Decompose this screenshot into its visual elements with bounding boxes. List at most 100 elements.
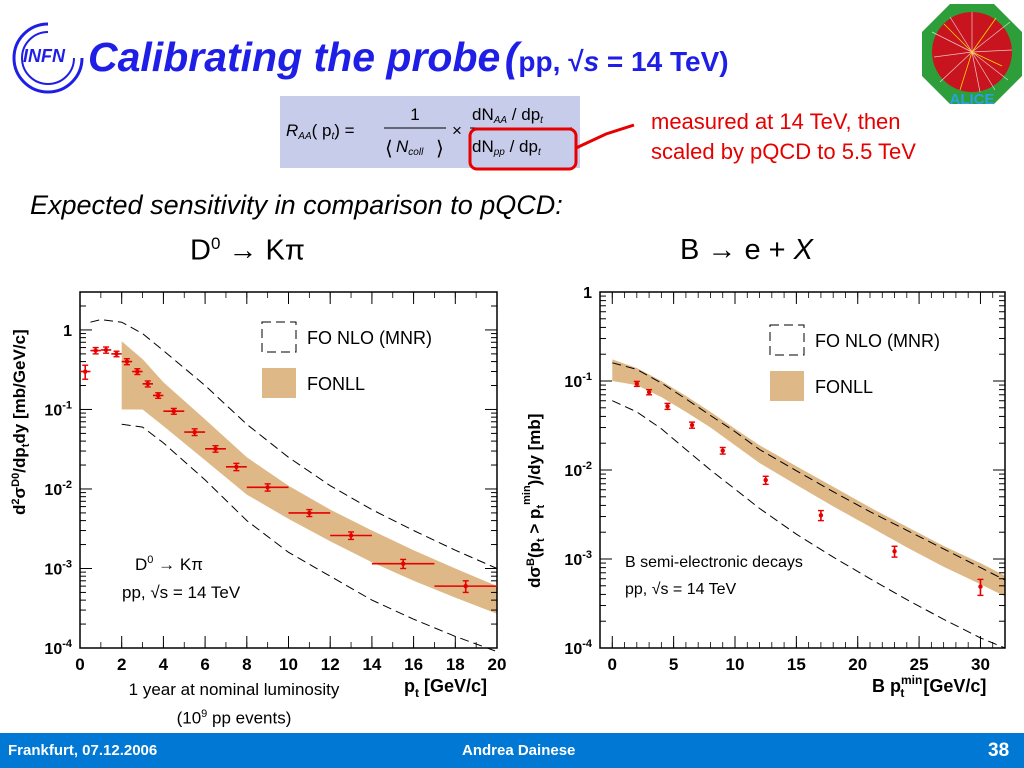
chart1-y-tick-label: 10-2 [44,479,72,499]
svg-text:dNAA / dpt: dNAA / dpt [472,105,544,126]
footer-bar [0,733,1024,768]
channel-right-x: X [793,234,813,266]
chart2-legend-fonll-label: FONLL [815,377,873,397]
chart1-nlo-upper-curve [90,319,498,569]
infn-logo: INFN [12,22,84,94]
title-main: Calibrating the probe [88,34,501,80]
raa-formula: RAA( pt) = 1 ⟨ Ncoll ⟩ × dNAA / dpt dNpp… [286,105,572,160]
chart1-y-tick-label: 10-3 [44,558,72,578]
chart1-x-tick-label: 6 [200,655,209,674]
chart2-y-tick-label: 1 [583,285,592,302]
chart1-x-axis-label: pt [GeV/c] [404,676,487,700]
chart2-annotation-line-1: B semi-electronic decays [625,554,803,571]
callout-line-2: scaled by pQCD to 5.5 TeV [651,139,916,164]
f-frac2-num-tail: / dp [507,105,540,124]
svg-text:dNpp / dpt: dNpp / dpt [472,137,542,158]
f-lhs-arg-sub: t [331,131,335,142]
chart2-data-point [664,402,671,411]
channel-left-arrow: → Kπ [220,234,305,267]
f-frac2-num-tail-sub: t [540,115,544,126]
chart1-data-point [80,364,91,380]
channel-right: B → e + X [680,234,813,267]
chart2-x-tick-label: 15 [787,655,806,674]
chart1-y-tick-label: 10-4 [44,638,72,658]
note-line-1: 1 year at nominal luminosity [128,680,340,699]
chart2-y-tick-label: 10-1 [564,371,592,391]
chart1-annotation-line-2: pp, √s = 14 TeV [122,583,241,602]
footer-author: Andrea Dainese [462,742,576,759]
chart1-fonll-band [121,341,497,614]
chart2-x-tick-label: 25 [910,655,929,674]
f-lhs-sub: AA [297,131,312,142]
chart1-legend-nlo-label: FO NLO (MNR) [307,328,432,348]
chart2-x-axis-label: B pmin t [GeV/c] [872,673,986,700]
f-frac2-den-sub: pp [493,147,506,158]
chart1-legend-fonll-swatch [262,368,296,398]
f-frac1-num: 1 [410,105,419,124]
f-frac2-den: dN [472,137,494,156]
chart1-x-tick-label: 0 [75,655,84,674]
infn-logo-text: INFN [23,46,66,66]
chart2-x-tick-label: 10 [726,655,745,674]
chart2-data-point [817,509,824,522]
chart1-x-tick-label: 14 [362,655,381,674]
chart2-x-tick-label: 30 [971,655,990,674]
svg-text:RAA( pt) =: RAA( pt) = [286,121,355,142]
note-line-2-sup: 9 [201,708,208,720]
chart1-y-axis-label: d2σD0/dptdy [mb/GeV/c] [10,329,32,515]
note-line-2-pre: (10 [176,708,202,728]
chart2-x-tick-label: 20 [848,655,867,674]
chart1-annotation-line-1: D0 → Kπ [135,554,203,574]
f-frac2-num-sub: AA [493,115,508,126]
chart1-data-point [371,558,435,570]
chart1-data-point [246,483,289,492]
chart1-data-point [434,580,497,594]
chart1-x-tick-label: 10 [279,655,298,674]
chart2-y-tick-label: 10-2 [564,460,592,480]
chart1-y-tick-label: 10-1 [44,399,72,419]
chart1-data-point [111,350,122,358]
chart2-data-point [719,446,726,455]
title-sub-s: s [583,46,600,77]
f-frac2-den-tail-sub: t [538,147,542,158]
alice-logo: ALICE [922,4,1022,106]
chart1-data-point [225,462,247,472]
svg-text:Ncoll: Ncoll [396,137,424,158]
chart1-data-point [163,407,185,415]
alice-logo-text: ALICE [950,91,995,106]
callout-text: measured at 14 TeV, then scaled by pQCD … [651,107,916,167]
chart2-annotation-line-2: pp, √s = 14 TeV [625,581,737,598]
chart2-x-tick-label: 5 [669,655,678,674]
chart1-data-point [152,392,164,400]
f-frac2-num: dN [472,105,494,124]
svg-text:⟩: ⟩ [436,138,444,160]
chart2-y-axis-label: dσB(pt > ptmin)/dy [mb] [521,414,547,588]
chart1-data-point [121,357,133,366]
chart1-data-point [330,531,372,541]
chart1-nlo-lower-curve [121,423,498,653]
chart2-nlo-upper-curve [612,362,1006,581]
f-frac1-den: N [396,137,409,156]
chart1-legend-nlo-swatch [261,321,297,353]
chart1-x-tick-label: 16 [404,655,423,674]
channel-right-b: B → e + [680,234,794,266]
chart1-x-tick-label: 2 [117,655,126,674]
chart2-nlo-lower-curve [612,400,1006,649]
chart1-data-point [90,346,101,355]
chart2-y-tick-label: 10-3 [564,549,592,569]
luminosity-note: 1 year at nominal luminosity (109 pp eve… [70,678,398,731]
chart1-data-point [132,368,143,376]
chart1-x-tick-label: 8 [242,655,251,674]
chart2-data-point [762,475,769,486]
f-lhs-R: R [286,121,298,140]
chart1-y-tick-label: 1 [63,323,72,340]
f-frac1-den-sub: coll [408,147,424,158]
chart1-legend-fonll-label: FONLL [307,374,365,394]
formula-box: RAA( pt) = 1 ⟨ Ncoll ⟩ × dNAA / dpt dNpp… [280,96,580,168]
chart2-legend-nlo-label: FO NLO (MNR) [815,331,940,351]
chart2-legend-fonll-swatch [770,371,804,401]
channel-left-sup: 0 [210,234,221,253]
